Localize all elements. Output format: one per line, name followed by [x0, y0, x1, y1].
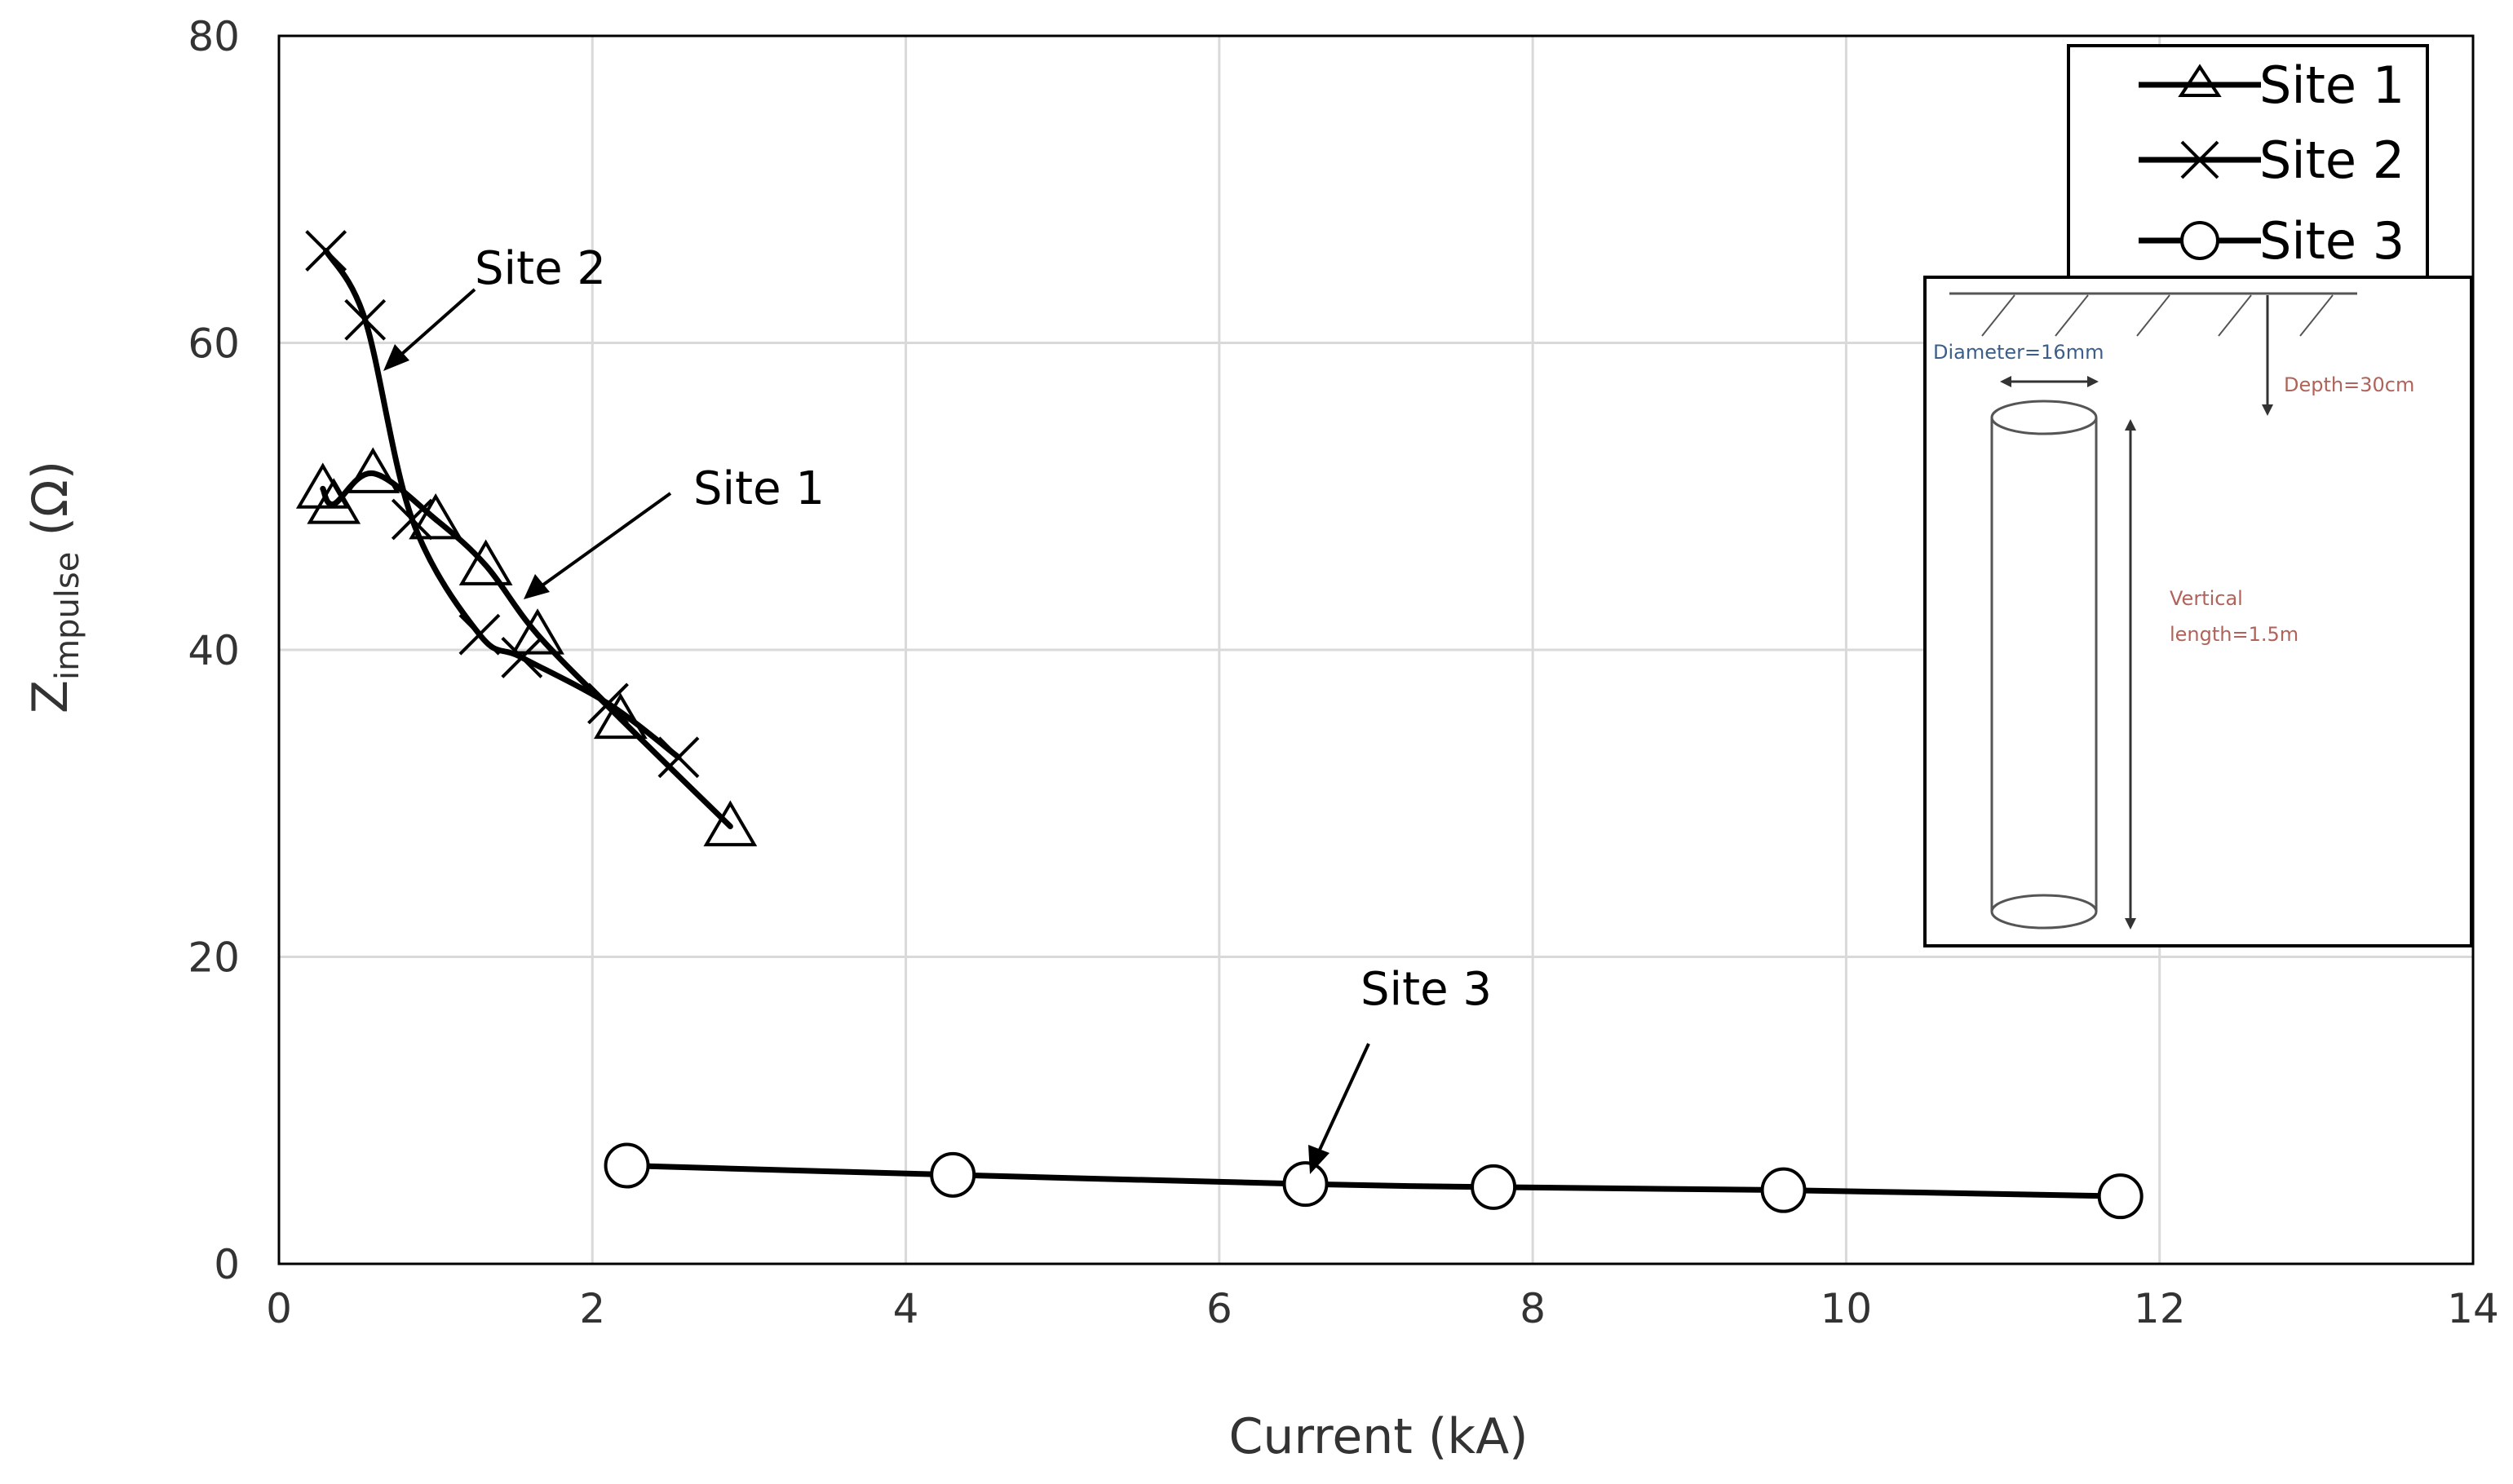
- x-tick-label: 12: [2134, 1285, 2186, 1332]
- legend-item-site-1: Site 1: [2139, 55, 2405, 115]
- inset-diameter-label: Diameter=16mm: [1933, 341, 2104, 364]
- data-point-site-3: [1471, 1164, 1517, 1210]
- data-point-site-2: [501, 636, 543, 678]
- inset-length-label-line1: Vertical: [2170, 587, 2243, 610]
- y-tick-label: 40: [188, 627, 240, 674]
- annotation-site-1: Site 1: [524, 462, 825, 599]
- annotation-site-2: Site 2: [383, 242, 606, 371]
- data-point-site-2: [657, 736, 700, 779]
- annotation-site-1-arrowhead: [524, 574, 550, 599]
- data-point-site-1: [458, 539, 513, 585]
- series-layer: [295, 230, 2144, 1220]
- y-tick-label: 0: [214, 1241, 240, 1288]
- series-line-site-3: [624, 1163, 2124, 1199]
- data-point-site-1: [703, 800, 758, 846]
- inset-electrode-rod: [1990, 400, 2098, 930]
- inset-depth-label: Depth=30cm: [2284, 373, 2414, 396]
- y-axis-title-unit: (Ω): [22, 461, 79, 552]
- x-tick-label: 14: [2447, 1285, 2499, 1332]
- inset-diagram: Diameter=16mm Depth=30cm Vertical length…: [1923, 276, 2473, 947]
- legend-marker-circle: [2180, 221, 2219, 260]
- legend-label-site-1: Site 1: [2259, 55, 2405, 115]
- data-point-site-1: [409, 493, 463, 540]
- data-point-site-3: [604, 1142, 650, 1189]
- series-line-site-2: [323, 248, 682, 761]
- inset-diameter-arrowhead-right: [2087, 376, 2099, 387]
- data-point-site-1: [307, 478, 361, 524]
- x-tick-label: 4: [893, 1285, 919, 1332]
- data-point-site-2: [344, 298, 387, 341]
- y-axis-title: Zimpulse (Ω): [22, 461, 86, 713]
- annotation-site-3: Site 3: [1308, 963, 1492, 1174]
- legend-label-site-3: Site 3: [2259, 211, 2405, 271]
- data-point-site-2: [458, 613, 501, 656]
- x-tick-label: 2: [579, 1285, 605, 1332]
- data-point-site-3: [930, 1151, 976, 1198]
- tick-labels: 0 2 4 6 8 10 12 14 0 20 40 60 80: [188, 13, 2498, 1332]
- x-tick-label: 8: [1520, 1285, 1546, 1332]
- legend-marker-triangle: [2178, 64, 2222, 97]
- x-tick-label: 0: [266, 1285, 292, 1332]
- annotation-site-3-arrow: [1318, 1043, 1370, 1151]
- inset-length-arrowhead-top: [2125, 419, 2136, 431]
- y-axis-title-sub: impulse: [49, 552, 86, 680]
- x-tick-label: 6: [1206, 1285, 1232, 1332]
- y-tick-label: 20: [188, 934, 240, 982]
- x-tick-label: 10: [1821, 1285, 1873, 1332]
- data-point-site-2: [305, 230, 347, 272]
- inset-length-arrowhead-bottom: [2125, 918, 2136, 930]
- annotation-site-2-arrow: [395, 288, 476, 360]
- data-point-site-1: [346, 447, 400, 493]
- legend-marker-x: [2180, 140, 2219, 179]
- inset-rod-bottom: [1990, 894, 2098, 930]
- svg-text:Zimpulse (Ω): Zimpulse (Ω): [22, 461, 86, 713]
- inset-length-label-line2: length=1.5m: [2170, 623, 2298, 646]
- annotation-site-3-arrowhead: [1308, 1145, 1330, 1174]
- data-point-site-2: [391, 498, 433, 541]
- legend-item-site-3: Site 3: [2139, 211, 2405, 271]
- inset-ground-hatch: [1981, 294, 2334, 337]
- annotation-site-1-text: Site 1: [693, 462, 825, 515]
- annotation-site-2-text: Site 2: [475, 242, 606, 295]
- legend-item-site-2: Site 2: [2139, 130, 2405, 190]
- legend-label-site-2: Site 2: [2259, 130, 2405, 190]
- series-line-site-1: [320, 470, 733, 829]
- y-axis-title-main: Z: [22, 680, 79, 713]
- data-point-site-1: [593, 692, 648, 740]
- inset-depth-arrowhead: [2262, 404, 2273, 416]
- data-point-site-1: [511, 608, 564, 655]
- annotation-site-2-arrowhead: [383, 344, 409, 371]
- data-point-site-1: [295, 462, 350, 509]
- data-point-site-3: [2097, 1173, 2144, 1220]
- inset-diameter-arrowhead-left: [2000, 376, 2011, 387]
- annotation-site-1-arrow: [538, 492, 672, 589]
- data-point-site-3: [1282, 1161, 1329, 1208]
- data-point-site-3: [1760, 1167, 1807, 1213]
- x-axis-title: Current (kA): [1228, 1408, 1528, 1465]
- legend: Site 1 Site 2 Site 3: [2067, 44, 2429, 284]
- annotation-site-3-text: Site 3: [1360, 963, 1492, 1016]
- data-point-site-2: [587, 682, 629, 725]
- inset-box: [1923, 276, 2473, 947]
- y-tick-label: 80: [188, 13, 240, 60]
- y-tick-label: 60: [188, 320, 240, 368]
